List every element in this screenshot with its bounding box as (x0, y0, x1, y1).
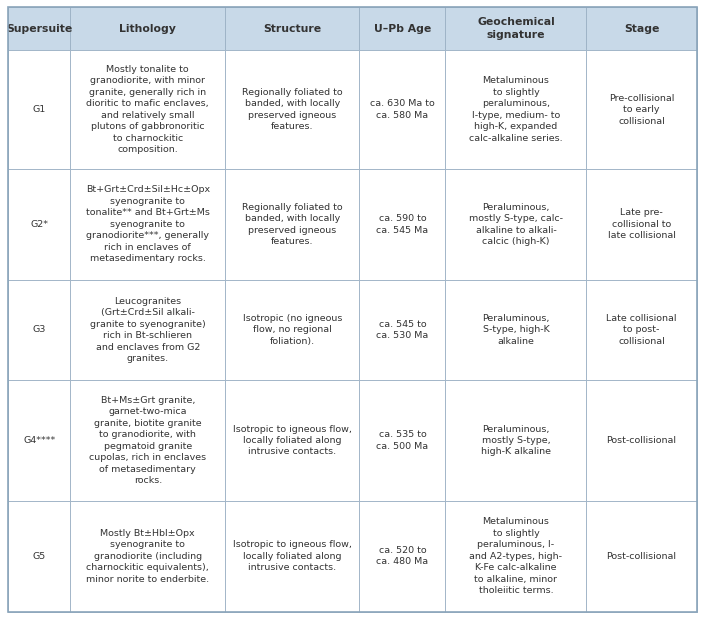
Text: ca. 545 to
ca. 530 Ma: ca. 545 to ca. 530 Ma (376, 319, 429, 340)
Bar (70, 380, 225, 501)
Text: Post-collisional: Post-collisional (606, 436, 677, 445)
Bar (360, 7, 446, 50)
Text: Post-collisional: Post-collisional (606, 552, 677, 561)
Text: Bt+Grt±Crd±Sil±Hc±Opx
syenogranite to
tonalite** and Bt+Grt±Ms
syenogranite to
g: Bt+Grt±Crd±Sil±Hc±Opx syenogranite to to… (86, 186, 210, 263)
Text: G2*: G2* (30, 220, 49, 229)
Bar (360, 50, 446, 169)
Text: Isotropic (no igneous
flow, no regional
foliation).: Isotropic (no igneous flow, no regional … (243, 314, 342, 346)
Text: Mostly Bt±Hbl±Opx
syenogranite to
granodiorite (including
charnockitic equivalen: Mostly Bt±Hbl±Opx syenogranite to granod… (86, 529, 209, 584)
Bar (587, 7, 697, 50)
Text: Supersuite: Supersuite (6, 24, 73, 34)
Text: Late collisional
to post-
collisional: Late collisional to post- collisional (606, 314, 677, 346)
Bar (225, 7, 360, 50)
Bar (225, 50, 360, 169)
Bar (360, 380, 446, 501)
Text: ca. 590 to
ca. 545 Ma: ca. 590 to ca. 545 Ma (376, 214, 429, 235)
Text: Metaluminous
to slightly
peraluminous,
I-type, medium- to
high-K, expanded
calc-: Metaluminous to slightly peraluminous, I… (469, 77, 563, 143)
Bar (225, 501, 360, 612)
Bar (360, 169, 446, 280)
Bar (8, 501, 70, 612)
Bar (446, 380, 587, 501)
Text: Late pre-
collisional to
late collisional: Late pre- collisional to late collisiona… (608, 209, 675, 240)
Text: ca. 520 to
ca. 480 Ma: ca. 520 to ca. 480 Ma (376, 546, 429, 566)
Text: G3: G3 (32, 326, 46, 334)
Bar (360, 501, 446, 612)
Text: Bt+Ms±Grt granite,
garnet-two-mica
granite, biotite granite
to granodiorite, wit: Bt+Ms±Grt granite, garnet-two-mica grani… (90, 396, 207, 485)
Bar (587, 280, 697, 380)
Text: G4****: G4**** (23, 436, 56, 445)
Bar (225, 280, 360, 380)
Bar (70, 169, 225, 280)
Text: Regionally foliated to
banded, with locally
preserved igneous
features.: Regionally foliated to banded, with loca… (242, 88, 343, 131)
Bar (70, 7, 225, 50)
Bar (225, 380, 360, 501)
Bar (360, 280, 446, 380)
Text: Structure: Structure (263, 24, 321, 34)
Text: Metaluminous
to slightly
peraluminous, I-
and A2-types, high-
K-Fe calc-alkaline: Metaluminous to slightly peraluminous, I… (470, 517, 563, 595)
Text: Isotropic to igneous flow,
locally foliated along
intrusive contacts.: Isotropic to igneous flow, locally folia… (233, 425, 352, 456)
Text: Isotropic to igneous flow,
locally foliated along
intrusive contacts.: Isotropic to igneous flow, locally folia… (233, 540, 352, 572)
Text: Peraluminous,
mostly S-type,
high-K alkaline: Peraluminous, mostly S-type, high-K alka… (481, 425, 551, 456)
Bar (446, 169, 587, 280)
Bar (446, 50, 587, 169)
Bar (446, 7, 587, 50)
Bar (587, 50, 697, 169)
Text: Geochemical
signature: Geochemical signature (477, 17, 555, 40)
Bar (70, 501, 225, 612)
Bar (70, 50, 225, 169)
Text: G5: G5 (33, 552, 46, 561)
Bar (446, 501, 587, 612)
Bar (8, 380, 70, 501)
Bar (225, 169, 360, 280)
Bar (8, 50, 70, 169)
Bar (8, 280, 70, 380)
Bar (446, 280, 587, 380)
Text: Peraluminous,
mostly S-type, calc-
alkaline to alkali-
calcic (high-K): Peraluminous, mostly S-type, calc- alkal… (469, 202, 563, 246)
Text: Stage: Stage (624, 24, 659, 34)
Bar (70, 280, 225, 380)
Text: Regionally foliated to
banded, with locally
preserved igneous
features.: Regionally foliated to banded, with loca… (242, 202, 343, 246)
Bar (8, 7, 70, 50)
Bar (587, 380, 697, 501)
Bar (8, 169, 70, 280)
Text: ca. 630 Ma to
ca. 580 Ma: ca. 630 Ma to ca. 580 Ma (370, 100, 435, 120)
Text: Lithology: Lithology (119, 24, 176, 34)
Bar (587, 501, 697, 612)
Text: U–Pb Age: U–Pb Age (374, 24, 431, 34)
Text: Mostly tonalite to
granodiorite, with minor
granite, generally rich in
dioritic : Mostly tonalite to granodiorite, with mi… (87, 65, 209, 154)
Text: Pre-collisional
to early
collisional: Pre-collisional to early collisional (609, 93, 674, 126)
Text: ca. 535 to
ca. 500 Ma: ca. 535 to ca. 500 Ma (376, 430, 429, 451)
Text: Leucogranites
(Grt±Crd±Sil alkali-
granite to syenogranite)
rich in Bt-schlieren: Leucogranites (Grt±Crd±Sil alkali- grani… (90, 297, 206, 363)
Bar (587, 169, 697, 280)
Text: Peraluminous,
S-type, high-K
alkaline: Peraluminous, S-type, high-K alkaline (482, 314, 550, 346)
Text: G1: G1 (33, 105, 46, 114)
